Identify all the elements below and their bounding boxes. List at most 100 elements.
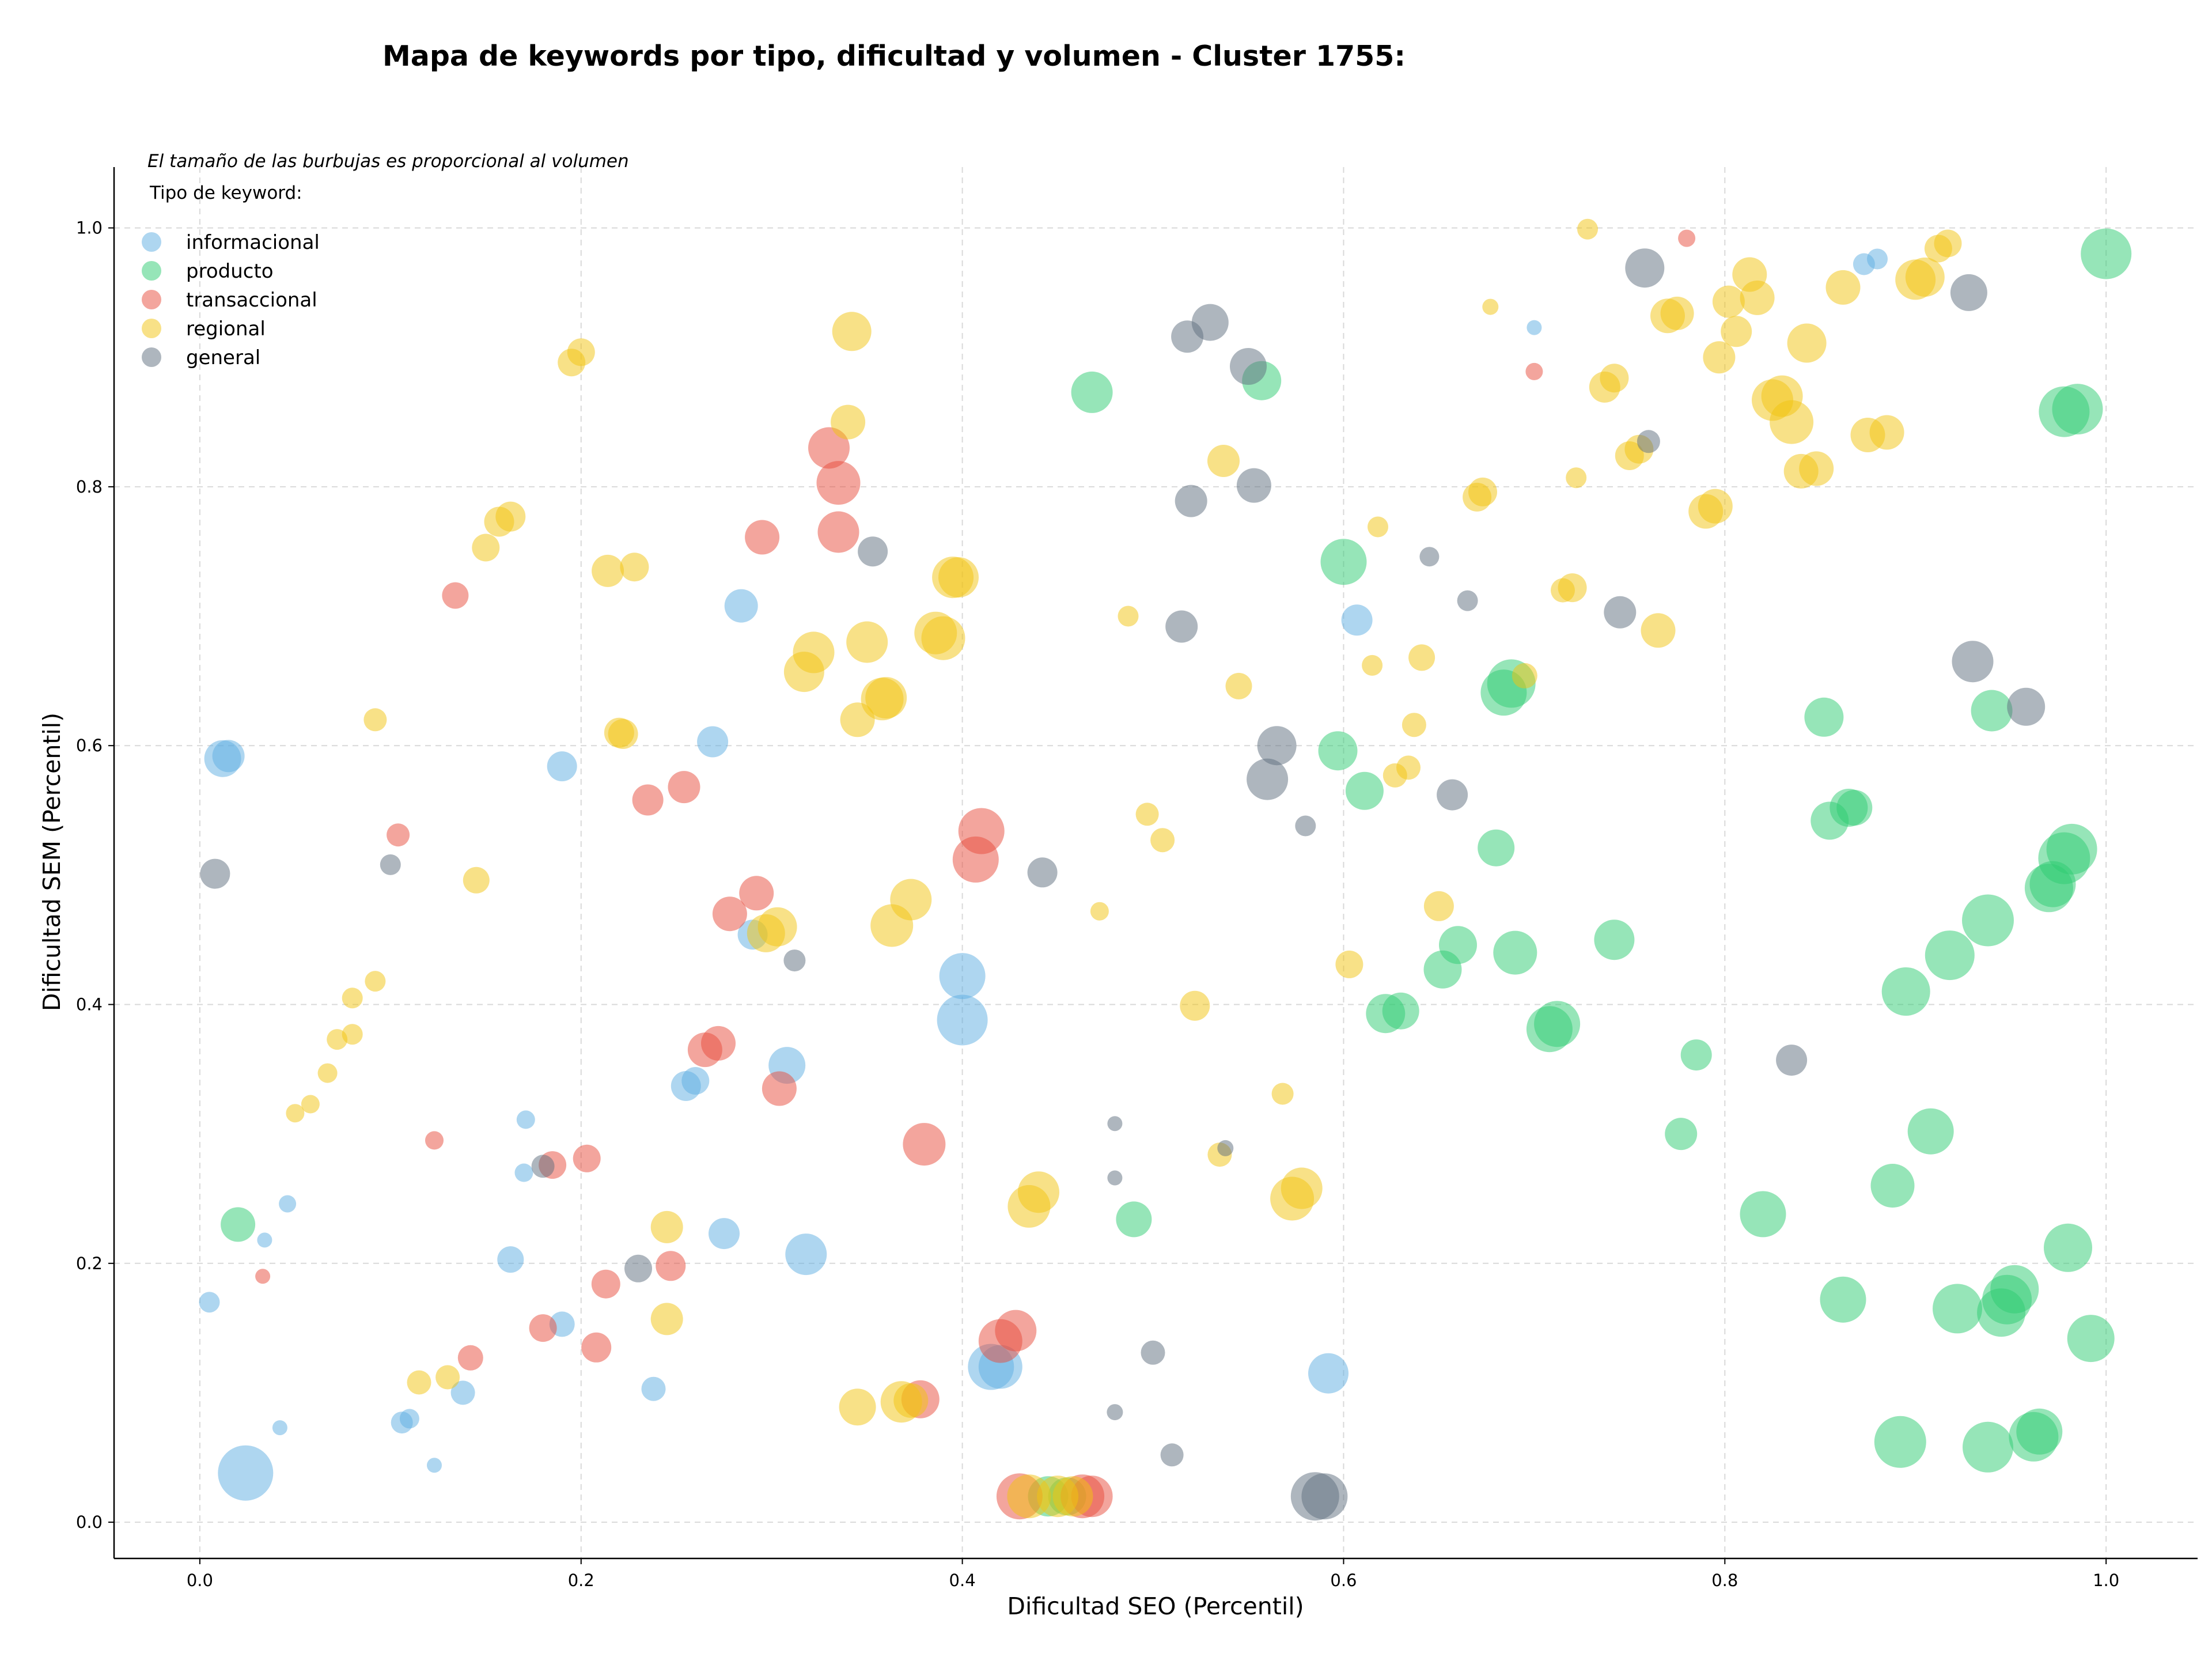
point-general [1027, 857, 1058, 888]
y-tick-label: 0.4 [76, 994, 103, 1014]
y-tick-label: 0.6 [76, 736, 103, 755]
point-informacional [641, 1376, 666, 1401]
point-regional [342, 1024, 363, 1045]
point-regional [435, 1365, 460, 1390]
legend-marker-producto [142, 261, 161, 281]
point-regional [1118, 606, 1139, 627]
legend-marker-regional [142, 319, 161, 338]
point-transaccional [656, 1251, 686, 1281]
point-producto [2016, 1408, 2063, 1455]
point-producto [1665, 1118, 1698, 1151]
point-regional [365, 971, 386, 992]
point-transaccional [995, 1310, 1037, 1352]
point-producto [1478, 829, 1515, 867]
point-regional [1712, 285, 1745, 318]
size-note: El tamaño de las burbujas es proporciona… [147, 151, 629, 172]
point-regional [1335, 950, 1363, 978]
point-transaccional [952, 836, 999, 883]
point-general [531, 1155, 555, 1178]
point-informacional [697, 726, 729, 758]
legend-label-transaccional: transaccional [186, 289, 317, 312]
point-regional [846, 621, 888, 663]
point-transaccional [817, 511, 859, 553]
point-regional [1600, 364, 1629, 393]
point-general [1295, 815, 1316, 837]
point-regional [1180, 990, 1210, 1021]
point-general [1230, 348, 1267, 385]
point-regional [1558, 573, 1587, 603]
point-transaccional [457, 1345, 483, 1371]
point-regional [608, 719, 638, 749]
x-tick-label: 0.0 [187, 1571, 213, 1590]
point-transaccional [701, 1026, 736, 1061]
point-regional [757, 907, 797, 947]
point-regional [1408, 644, 1435, 671]
point-transaccional [255, 1269, 271, 1284]
point-transaccional [529, 1314, 557, 1342]
point-informacional [279, 1195, 297, 1213]
legend-marker-transaccional [142, 290, 161, 309]
point-regional [831, 404, 866, 440]
point-regional [407, 1370, 431, 1395]
point-producto [1320, 539, 1367, 585]
x-tick-label: 0.2 [568, 1571, 594, 1590]
point-regional [1225, 672, 1252, 699]
grid [114, 167, 2198, 1558]
point-regional [620, 553, 649, 582]
point-regional [1423, 891, 1454, 921]
point-transaccional [762, 1071, 797, 1106]
point-regional [1934, 229, 1962, 258]
point-producto [1493, 930, 1537, 975]
point-regional [1770, 400, 1814, 444]
point-informacional [218, 1445, 274, 1501]
point-general [1165, 610, 1198, 643]
x-tick-label: 0.6 [1330, 1571, 1357, 1590]
point-regional [1482, 298, 1499, 315]
point-general [380, 854, 401, 875]
point-transaccional [387, 823, 410, 847]
point-informacional [709, 1218, 740, 1250]
point-regional [363, 708, 387, 732]
point-transaccional [668, 771, 700, 804]
point-informacional [212, 740, 245, 773]
point-general [858, 536, 888, 567]
point-regional [1402, 713, 1426, 737]
point-regional [893, 1383, 929, 1418]
y-tick-label: 0.8 [76, 477, 103, 497]
point-producto [1345, 771, 1384, 810]
point-producto [1836, 790, 1873, 826]
point-producto [1439, 926, 1477, 964]
point-regional [286, 1104, 305, 1123]
point-transaccional [573, 1144, 601, 1172]
legend-label-general: general [186, 346, 260, 369]
point-regional [342, 987, 363, 1009]
point-regional [1740, 280, 1775, 315]
point-informacional [516, 1110, 535, 1129]
point-general [1217, 1140, 1234, 1156]
point-regional [938, 557, 979, 598]
point-regional [1090, 902, 1109, 921]
point-regional [1577, 218, 1598, 240]
point-producto [1804, 697, 1844, 737]
point-regional [1368, 516, 1388, 538]
point-producto [2067, 1315, 2115, 1363]
point-regional [793, 631, 835, 674]
point-informacional [199, 1292, 220, 1313]
point-general [1952, 641, 1994, 683]
point-general [1107, 1170, 1123, 1186]
point-transaccional [808, 427, 850, 469]
point-regional [1018, 1171, 1059, 1213]
legend-marker-informacional [142, 232, 161, 252]
legend-title: Tipo de keyword: [149, 183, 302, 203]
x-axis-label: Dificultad SEO (Percentil) [1007, 1592, 1304, 1620]
point-transaccional [712, 896, 747, 932]
point-regional [1869, 415, 1904, 450]
x-tick-label: 0.8 [1711, 1571, 1738, 1590]
point-informacional [1341, 604, 1373, 636]
legend-label-informacional: informacional [186, 231, 320, 254]
point-regional [1787, 323, 1827, 363]
point-transaccional [442, 582, 469, 609]
point-producto [1881, 967, 1930, 1016]
point-general [1247, 758, 1289, 800]
point-general [1457, 590, 1478, 611]
